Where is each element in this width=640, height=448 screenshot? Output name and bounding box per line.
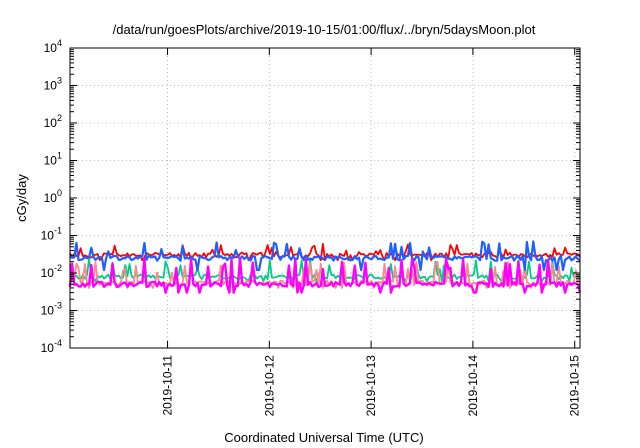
y-tick-label: 104	[44, 38, 62, 55]
series-line	[69, 240, 581, 272]
x-tick-label: 2019-10-12	[262, 355, 276, 417]
x-tick-label: 2019-10-13	[364, 355, 378, 417]
series-layer	[68, 240, 582, 294]
x-tick-label: 2019-10-11	[161, 355, 175, 416]
grid	[70, 48, 580, 348]
ticks: 10-4 10-3 10-2 10-1 100 101 102 103 104 2019-10-1…	[41, 38, 582, 416]
y-tick-label: 10-4	[41, 338, 62, 355]
y-tick-label: 102	[44, 113, 62, 130]
y-tick-label: 10-1	[41, 226, 62, 243]
x-tick-label: 2019-10-15	[568, 355, 582, 417]
y-tick-label: 10-3	[41, 301, 62, 318]
y-tick-label: 100	[44, 188, 62, 205]
y-tick-label: 103	[44, 76, 62, 93]
chart-title: /data/run/goesPlots/archive/2019-10-15/0…	[113, 22, 536, 37]
y-tick-label: 101	[44, 151, 62, 168]
y-axis-label: cGy/day	[14, 174, 29, 222]
x-axis-label: Coordinated Universal Time (UTC)	[224, 430, 423, 445]
series-line	[68, 256, 582, 294]
y-tick-label: 10-2	[41, 263, 62, 280]
x-tick-label: 2019-10-14	[466, 355, 480, 417]
